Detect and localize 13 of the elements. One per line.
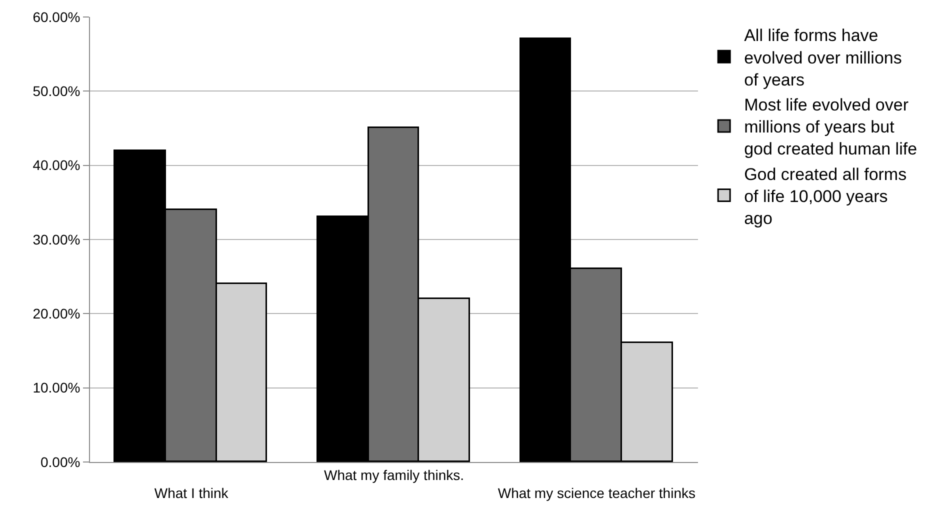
y-tick-label: 30.00%	[32, 231, 80, 248]
x-tick-label: What I think	[154, 485, 230, 501]
x-tick-label: What my family thinks.	[324, 466, 464, 483]
y-tick-label: 10.00%	[32, 380, 80, 396]
y-tick-label: 20.00%	[32, 306, 80, 322]
x-tick-label: What my science teacher thinks	[498, 485, 696, 501]
legend-label: God created all forms of life 10,000 years ago	[744, 164, 907, 228]
y-tick-label: 60.00%	[32, 8, 80, 25]
y-tick-label: 0.00%	[40, 454, 80, 470]
legend-label: Most life evolved over millions of years but god created human life	[744, 95, 918, 159]
y-tick-label: 50.00%	[32, 83, 80, 100]
legend-label: All life forms have evolved over millions of years	[744, 26, 902, 90]
y-tick-label: 40.00%	[32, 157, 80, 174]
